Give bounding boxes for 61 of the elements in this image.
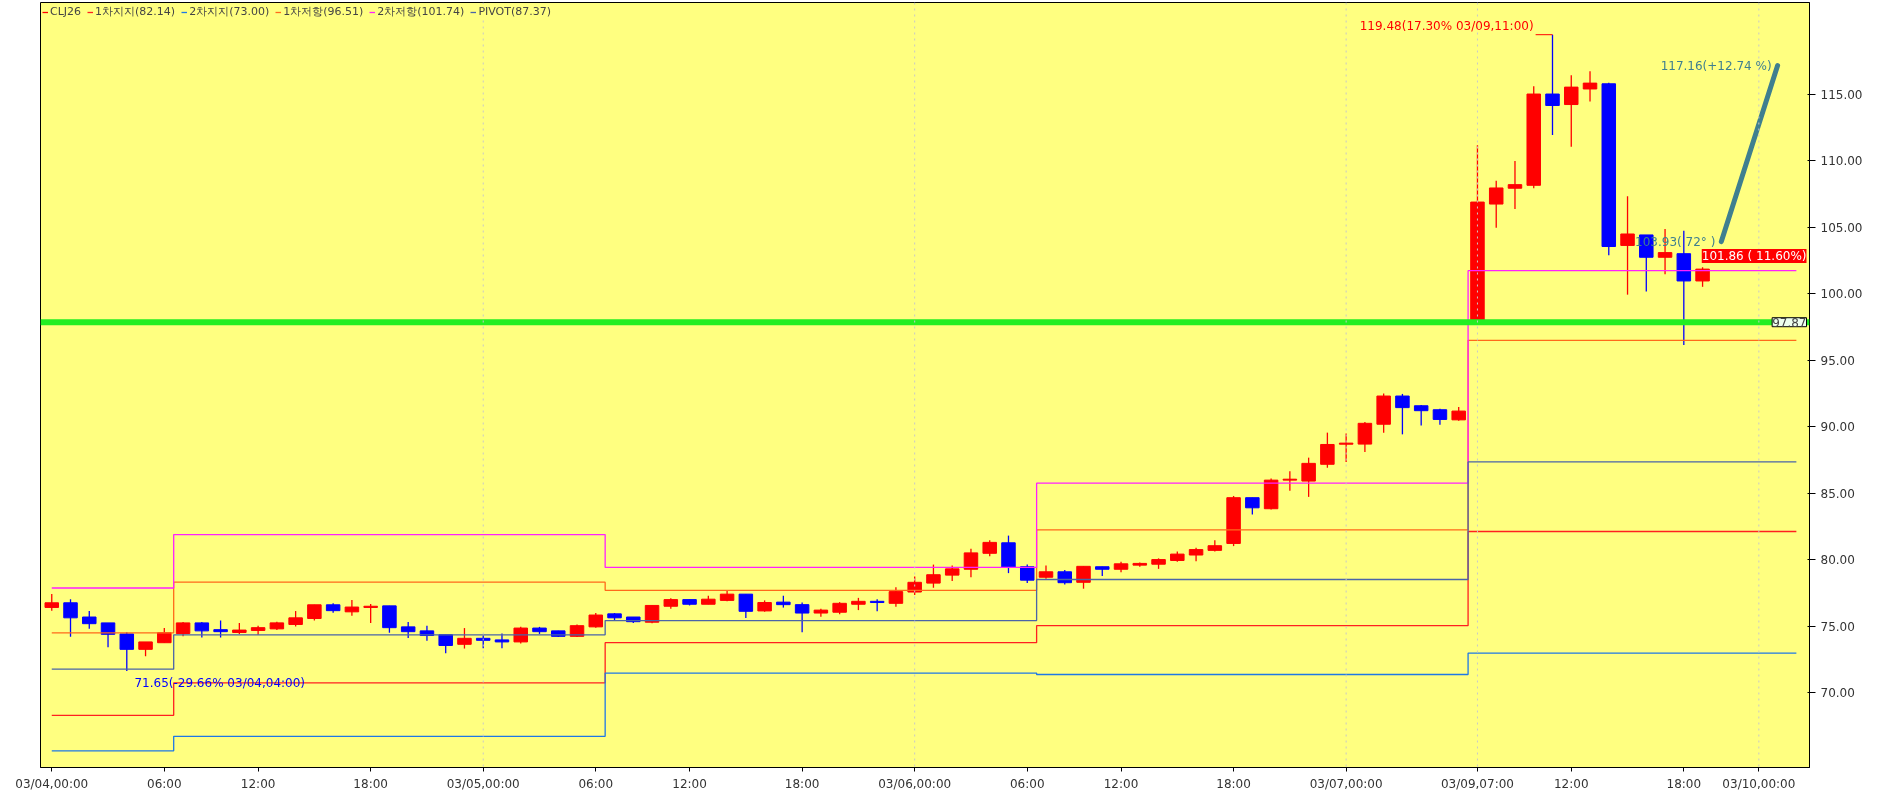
legend-label: 2차지지(73.00) (189, 4, 270, 19)
x-tick-label: 18:00 (784, 776, 820, 791)
y-tick-label: 90.00 (1820, 420, 1855, 435)
candlestick (382, 605, 397, 634)
y-tick-label: 70.00 (1820, 686, 1855, 701)
legend-label: 2차저항(101.74) (377, 4, 465, 19)
candlestick (1338, 432, 1354, 463)
x-tick-label: 03/10,00:00 (1722, 776, 1796, 791)
annotation: 119.48(17.30% 03/09,11:00) (1359, 18, 1534, 33)
candlestick (794, 601, 810, 633)
candlestick (1395, 393, 1410, 436)
y-tick-label: 110.00 (1820, 154, 1863, 169)
x-tick-label: 12:00 (1553, 776, 1589, 791)
candlestick (1620, 195, 1635, 296)
legend-label: 1차지지(82.14) (95, 4, 176, 19)
x-tick-label: 06:00 (147, 776, 182, 791)
x-tick-label: 03/05,00:00 (446, 776, 520, 791)
legend-label: 1차저항(96.51) (283, 4, 364, 19)
annotation: 101.86 ( 11.60%) (1701, 249, 1807, 264)
x-tick-label: 06:00 (578, 776, 614, 791)
x-tick-label: 18:00 (353, 776, 388, 791)
legend-label: CLJ26 (50, 5, 82, 18)
x-tick-label: 03/06,00:00 (878, 776, 952, 791)
candlestick (1320, 431, 1335, 469)
x-tick-label: 12:00 (240, 776, 276, 791)
candlestick (1357, 421, 1373, 453)
y-tick-label: 95.00 (1820, 353, 1855, 368)
candlestick (1301, 456, 1316, 498)
candlestick (1507, 160, 1523, 210)
candlestick (457, 627, 472, 650)
x-tick-label: 18:00 (1666, 776, 1702, 791)
data-label: 117.16(+12.74 %) (1660, 58, 1772, 73)
ref-line-label: 97.87 (1772, 315, 1807, 330)
legend-label: PIVOT(87.37) (478, 5, 552, 18)
candlestick (1564, 74, 1579, 148)
candlestick (926, 563, 941, 589)
x-tick-label: 12:00 (1103, 776, 1139, 791)
y-tick-label: 105.00 (1820, 220, 1863, 235)
candlestick (63, 598, 78, 638)
x-tick-label: 18:00 (1216, 776, 1251, 791)
y-tick-label: 85.00 (1820, 486, 1855, 501)
candlestick (888, 586, 904, 608)
x-tick-label: 03/04,00:00 (15, 776, 89, 791)
candlestick (963, 547, 979, 578)
candlestick (1488, 180, 1504, 229)
candlestick (1582, 70, 1598, 103)
x-tick-label: 03/07,00:00 (1309, 776, 1383, 791)
candlestick (119, 631, 135, 672)
candlestick (1282, 470, 1298, 492)
candlestick (1019, 563, 1035, 584)
y-tick-label: 75.00 (1820, 619, 1855, 634)
x-tick-label: 03/09,07:00 (1440, 776, 1514, 791)
y-tick-label: 80.00 (1820, 553, 1855, 568)
candlestick (363, 603, 378, 624)
candlestick (738, 593, 754, 619)
y-tick-label: 115.00 (1820, 87, 1863, 102)
x-tick-label: 06:00 (1009, 776, 1045, 791)
candlestick (344, 599, 360, 617)
x-tick-label: 12:00 (672, 776, 707, 791)
y-tick-label: 100.00 (1820, 287, 1863, 302)
candlestick (1076, 565, 1091, 590)
